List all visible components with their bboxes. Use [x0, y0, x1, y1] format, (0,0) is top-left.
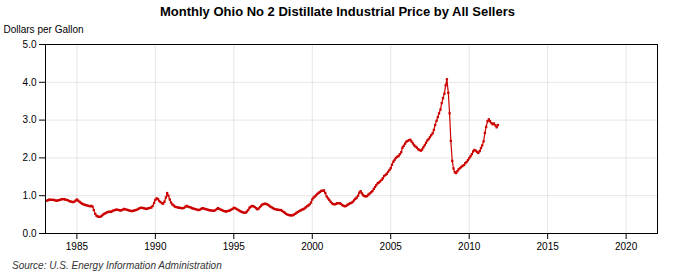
- svg-text:5.0: 5.0: [23, 39, 37, 50]
- svg-text:Dollars per Gallon: Dollars per Gallon: [4, 24, 84, 35]
- html-text:Monthly Ohio No 2 Distillate I: Monthly Ohio No 2 Distillate Industrial …: [160, 4, 515, 19]
- svg-text:3.0: 3.0: [23, 114, 37, 125]
- svg-text:2015: 2015: [537, 241, 560, 252]
- svg-text:0.0: 0.0: [23, 228, 37, 239]
- svg-text:1985: 1985: [66, 241, 89, 252]
- svg-text:2005: 2005: [380, 241, 403, 252]
- html-text:Source: U.S. Energy Informatio: Source: U.S. Energy Information Administ…: [12, 260, 222, 271]
- svg-text:1995: 1995: [223, 241, 246, 252]
- svg-text:1990: 1990: [144, 241, 167, 252]
- svg-text:4.0: 4.0: [23, 77, 37, 88]
- svg-text:2.0: 2.0: [23, 152, 37, 163]
- svg-text:2000: 2000: [301, 241, 324, 252]
- svg-text:2010: 2010: [458, 241, 481, 252]
- svg-text:2020: 2020: [615, 241, 638, 252]
- svg-text:1.0: 1.0: [23, 190, 37, 201]
